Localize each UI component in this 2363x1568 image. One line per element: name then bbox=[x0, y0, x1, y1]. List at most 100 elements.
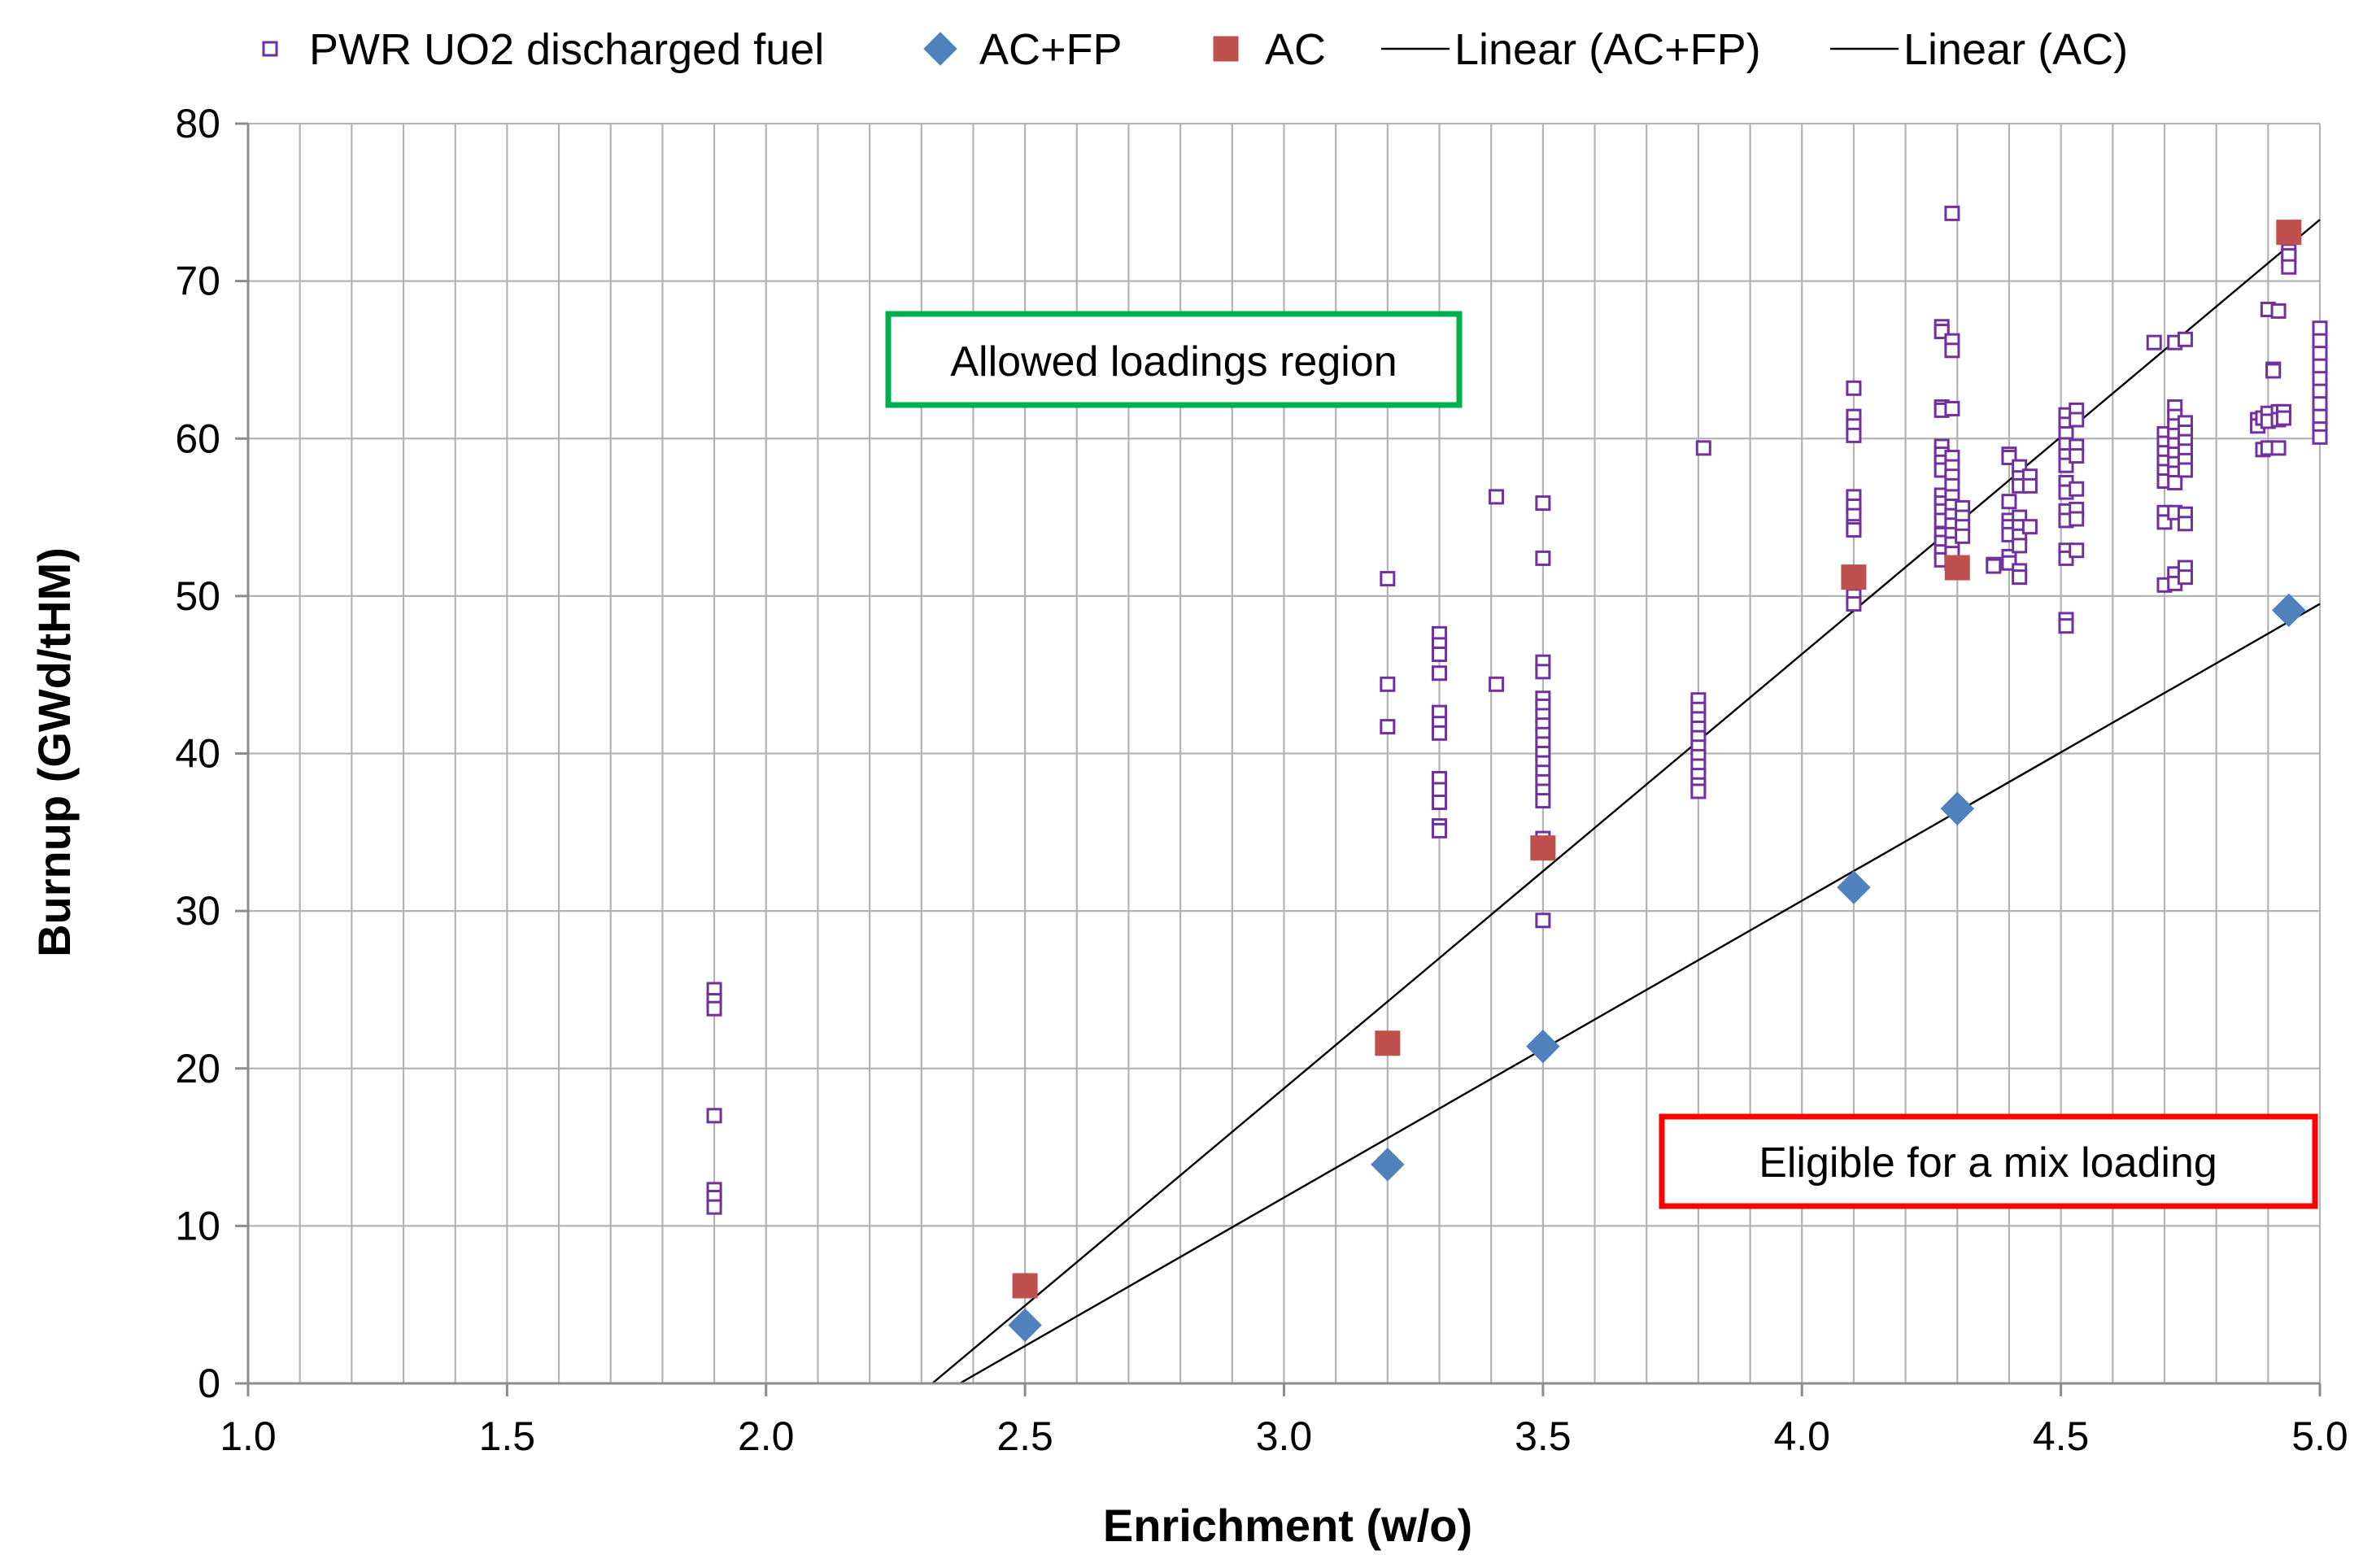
legend-label: PWR UO2 discharged fuel bbox=[309, 25, 824, 74]
trendline bbox=[959, 603, 2321, 1385]
data-point-pwr bbox=[2312, 383, 2328, 399]
data-point-pwr bbox=[2312, 346, 2328, 362]
data-point-pwr bbox=[1846, 522, 1862, 538]
data-point-pwr bbox=[2069, 448, 2085, 464]
data-point-pwr bbox=[1846, 596, 1862, 612]
data-point-pwr bbox=[2058, 618, 2074, 634]
x-tick-label: 3.5 bbox=[1515, 1413, 1572, 1459]
data-point-pwr bbox=[2012, 538, 2028, 554]
x-tick-label: 1.5 bbox=[479, 1413, 536, 1459]
data-point-pwr bbox=[2021, 519, 2038, 535]
legend-label: Linear (AC) bbox=[1903, 25, 2128, 74]
data-point-pwr bbox=[2069, 412, 2085, 428]
data-point-pwr bbox=[1432, 782, 1448, 798]
data-point-pwr bbox=[2270, 303, 2287, 319]
x-tick-label: 3.0 bbox=[1256, 1413, 1313, 1459]
data-point-pwr bbox=[2312, 408, 2328, 425]
data-point-pwr bbox=[1944, 400, 1960, 416]
y-tick-label: 20 bbox=[175, 1046, 220, 1091]
data-point-pwr bbox=[1944, 205, 1960, 221]
data-point-ac-fp bbox=[1940, 791, 1974, 825]
data-point-pwr bbox=[2021, 477, 2038, 494]
data-point-pwr bbox=[1489, 676, 1505, 692]
data-point-pwr bbox=[706, 1108, 722, 1124]
data-point-pwr bbox=[1432, 665, 1448, 682]
data-point-ac bbox=[1944, 555, 1970, 581]
data-point-pwr bbox=[2069, 481, 2085, 497]
data-point-pwr bbox=[706, 1000, 722, 1017]
data-point-pwr bbox=[2312, 429, 2328, 445]
data-point-pwr bbox=[2312, 358, 2328, 374]
y-axis-title: Burnup (GWd/tHM) bbox=[28, 547, 80, 957]
legend-item-ac: AC bbox=[1213, 25, 1326, 74]
data-point-ac-fp bbox=[2272, 593, 2306, 628]
axis-tick-labels: 1.0 1.5 2.0 2.5 3.0 3.5 4.0 4.5 5.0 0 10 20 30 40 50 60… bbox=[175, 101, 2348, 1459]
data-point-pwr bbox=[2177, 462, 2193, 478]
data-point-pwr bbox=[2312, 320, 2328, 337]
data-point-ac bbox=[1530, 835, 1556, 861]
annotation-mix-loading: Eligible for a mix loading bbox=[1659, 1113, 2318, 1209]
x-tick-label: 5.0 bbox=[2291, 1413, 2348, 1459]
data-point-pwr bbox=[1695, 440, 1711, 456]
data-point-pwr bbox=[1432, 647, 1448, 663]
data-point-pwr bbox=[1535, 550, 1551, 566]
data-point-pwr bbox=[1432, 795, 1448, 811]
x-axis-title: Enrichment (w/o) bbox=[1103, 1500, 1472, 1551]
data-point-pwr bbox=[2012, 569, 2028, 586]
legend-label: AC bbox=[1265, 25, 1326, 74]
plot-axes bbox=[235, 122, 2322, 1396]
y-tick-label: 40 bbox=[175, 731, 220, 777]
series-pwr-uo2-discharged-fuel bbox=[706, 205, 2328, 1215]
data-point-pwr bbox=[1489, 489, 1505, 505]
data-point-pwr bbox=[706, 1199, 722, 1215]
data-point-pwr bbox=[2167, 474, 2183, 490]
trendline bbox=[931, 219, 2321, 1384]
legend-marker bbox=[262, 41, 278, 57]
data-point-pwr bbox=[1380, 571, 1396, 587]
data-point-pwr bbox=[2312, 396, 2328, 412]
data-point-pwr bbox=[1955, 528, 1971, 544]
data-point-pwr bbox=[2270, 440, 2287, 456]
data-point-ac-fp bbox=[1837, 870, 1871, 904]
legend-label: AC+FP bbox=[979, 25, 1123, 74]
data-point-pwr bbox=[1986, 558, 2002, 574]
data-point-pwr bbox=[1535, 495, 1551, 512]
annotation-mix-box bbox=[1659, 1113, 2318, 1209]
x-tick-label: 2.5 bbox=[996, 1413, 1053, 1459]
data-point-pwr bbox=[2001, 494, 2017, 510]
x-tick-label: 1.0 bbox=[220, 1413, 277, 1459]
annotation-allowed-region: Allowed loadings region bbox=[885, 311, 1463, 408]
data-point-pwr bbox=[2069, 542, 2085, 559]
data-point-pwr bbox=[2177, 516, 2193, 532]
data-point-pwr bbox=[2312, 371, 2328, 387]
legend: PWR UO2 discharged fuel AC+FP AC Linear (AC… bbox=[262, 25, 2128, 74]
legend-item-linear-ac: Linear (AC) bbox=[1830, 25, 2128, 74]
data-point-pwr bbox=[1846, 427, 1862, 443]
data-point-pwr bbox=[1535, 912, 1551, 929]
legend-item-linear-ac-fp: Linear (AC+FP) bbox=[1381, 25, 1761, 74]
y-tick-label: 60 bbox=[175, 416, 220, 461]
legend-marker bbox=[923, 32, 957, 66]
data-point-pwr bbox=[2312, 333, 2328, 349]
y-tick-label: 70 bbox=[175, 259, 220, 304]
x-tick-label: 4.5 bbox=[2033, 1413, 2090, 1459]
data-point-pwr bbox=[1690, 783, 1707, 799]
data-point-pwr bbox=[1380, 676, 1396, 692]
legend-label: Linear (AC+FP) bbox=[1454, 25, 1761, 74]
data-point-ac bbox=[2276, 220, 2302, 246]
data-point-ac-fp bbox=[1526, 1029, 1560, 1064]
data-point-ac bbox=[1375, 1030, 1401, 1056]
data-point-pwr bbox=[2275, 410, 2291, 426]
x-tick-label: 2.0 bbox=[738, 1413, 795, 1459]
series-ac bbox=[1012, 220, 2302, 1299]
legend-item-ac-fp: AC+FP bbox=[923, 25, 1123, 74]
data-point-pwr bbox=[2146, 334, 2162, 351]
legend-marker bbox=[1213, 36, 1239, 62]
series-ac-fp bbox=[1008, 593, 2306, 1343]
data-point-pwr bbox=[2265, 363, 2282, 379]
data-point-ac-fp bbox=[1008, 1308, 1042, 1343]
x-tick-label: 4.0 bbox=[1773, 1413, 1830, 1459]
data-point-pwr bbox=[1535, 793, 1551, 809]
data-point-pwr bbox=[2177, 569, 2193, 586]
